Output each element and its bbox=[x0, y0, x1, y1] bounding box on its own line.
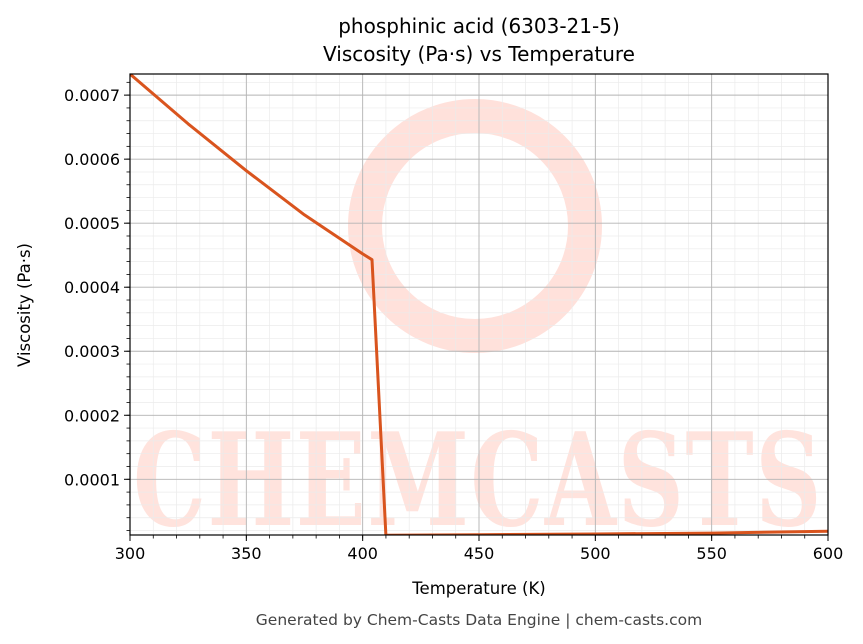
y-tick-label: 0.0005 bbox=[64, 214, 120, 233]
watermark: CHEMCASTS bbox=[133, 99, 823, 556]
y-axis-label: Viscosity (Pa·s) bbox=[15, 243, 34, 367]
x-tick-label: 550 bbox=[696, 544, 727, 563]
x-tick-label: 500 bbox=[580, 544, 611, 563]
major-grid bbox=[129, 74, 829, 535]
series-line bbox=[130, 74, 828, 535]
watermark-text: CHEMCASTS bbox=[133, 406, 823, 556]
y-tick-label: 0.0001 bbox=[64, 470, 120, 489]
x-tick-label: 450 bbox=[464, 544, 495, 563]
y-tick-label: 0.0004 bbox=[64, 278, 120, 297]
y-tick-label: 0.0002 bbox=[64, 406, 120, 425]
y-axis: 0.0001 0.0002 0.0003 0.0004 0.0005 0.0006 0.00… bbox=[64, 81, 130, 531]
y-tick-label: 0.0006 bbox=[64, 150, 120, 169]
x-tick-label: 400 bbox=[347, 544, 378, 563]
x-tick-label: 350 bbox=[231, 544, 262, 563]
x-axis: 300 350 400 450 500 550 600 bbox=[115, 535, 844, 563]
x-tick-label: 300 bbox=[115, 544, 146, 563]
x-axis-label: Temperature (K) bbox=[411, 579, 545, 598]
y-tick-label: 0.0003 bbox=[64, 342, 120, 361]
watermark-logo bbox=[348, 99, 602, 353]
x-tick-label: 600 bbox=[813, 544, 844, 563]
y-tick-label: 0.0007 bbox=[64, 86, 120, 105]
chart-title: phosphinic acid (6303-21-5) bbox=[338, 14, 620, 38]
footer-text: Generated by Chem-Casts Data Engine | ch… bbox=[256, 611, 702, 629]
chart-subtitle: Viscosity (Pa·s) vs Temperature bbox=[323, 42, 635, 66]
